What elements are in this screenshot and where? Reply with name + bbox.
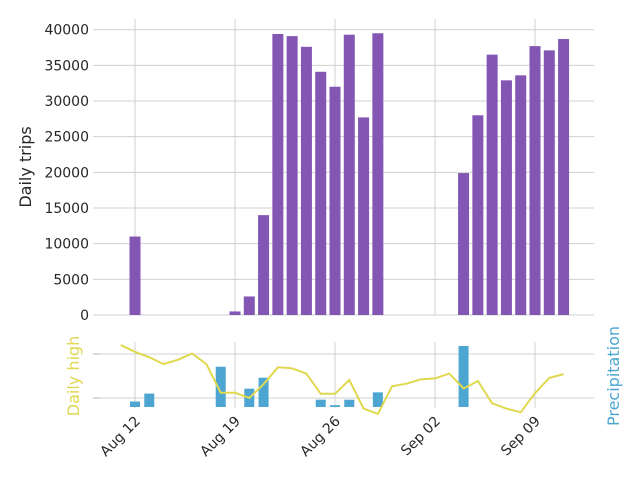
trip-bar — [372, 33, 384, 315]
trip-bars — [129, 33, 570, 316]
top-y-tick-label: 0 — [80, 308, 89, 324]
precipitation-bar — [130, 401, 140, 407]
trip-bar — [543, 50, 555, 316]
x-tick-label: Sep 02 — [398, 414, 444, 460]
precipitation-label: Precipitation — [604, 326, 623, 426]
trip-bar — [315, 71, 327, 315]
bottom-gridlines — [93, 342, 594, 408]
trip-bar — [300, 46, 312, 316]
trip-bar — [500, 80, 512, 316]
trip-bar — [343, 34, 355, 316]
precipitation-bar — [330, 405, 340, 407]
trip-bar — [358, 117, 370, 315]
x-tick-label: Aug 19 — [197, 414, 243, 460]
top-y-tick-labels: 0 5000 10000 15000 20000 25000 30000 35000 40000 — [44, 23, 89, 324]
top-y-tick-label: 25000 — [44, 130, 89, 146]
precipitation-bar — [215, 366, 226, 407]
temperature-line — [120, 344, 564, 416]
precipitation-bar — [315, 399, 326, 407]
trip-bar — [286, 36, 298, 315]
precipitation-bar — [372, 392, 383, 407]
precipitation-bar — [344, 399, 355, 407]
trip-bar — [243, 296, 255, 315]
top-y-tick-label: 5000 — [53, 272, 89, 288]
top-y-tick-label: 15000 — [44, 201, 89, 217]
top-y-axis-label: Daily trips — [16, 126, 35, 207]
precipitation-bar — [258, 377, 269, 407]
trip-bar — [229, 311, 241, 315]
precipitation-bar — [144, 393, 155, 407]
trip-bar — [272, 33, 284, 316]
top-y-tick-label: 40000 — [44, 23, 89, 39]
trip-bar — [529, 46, 541, 316]
daily-high-label: Daily high — [64, 336, 83, 416]
trip-bar — [515, 75, 527, 315]
trip-bar — [258, 215, 270, 315]
top-y-tick-label: 20000 — [44, 165, 89, 181]
x-tick-label: Aug 12 — [97, 414, 143, 460]
x-tick-label: Aug 26 — [297, 413, 343, 459]
trip-bar — [486, 54, 498, 315]
top-y-tick-label: 10000 — [44, 237, 89, 253]
trip-bar — [558, 38, 570, 316]
trip-bar — [329, 86, 341, 315]
precipitation-bar — [458, 346, 469, 407]
trip-bar — [129, 236, 141, 315]
x-tick-label: Sep 09 — [498, 414, 544, 460]
top-y-tick-label: 30000 — [44, 94, 89, 110]
trip-bar — [458, 173, 470, 315]
trip-bar — [472, 115, 484, 315]
top-y-tick-label: 35000 — [44, 58, 89, 74]
x-tick-labels: Aug 12 Aug 19 Aug 26 Sep 02 Sep 09 — [97, 413, 543, 459]
